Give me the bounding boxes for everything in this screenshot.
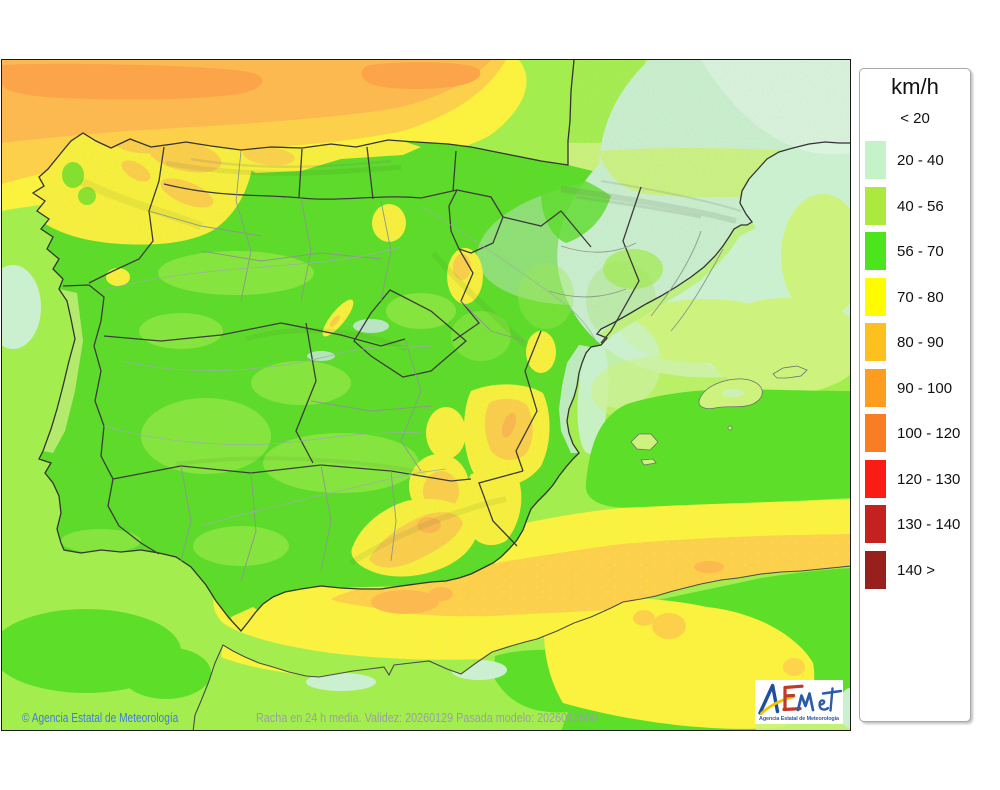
svg-text:Agencia Estatal de Meteorologí: Agencia Estatal de Meteorología [759, 716, 840, 722]
